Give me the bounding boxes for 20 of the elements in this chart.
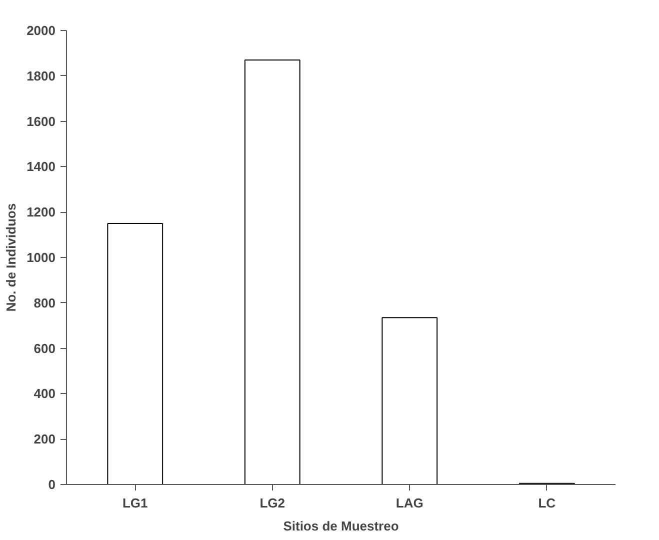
y-tick-label: 1600 [26, 114, 56, 129]
bar [244, 60, 300, 484]
bar [382, 317, 438, 484]
y-tick-label: 800 [34, 295, 56, 310]
y-axis-title: No. de Individuos [4, 203, 19, 312]
y-tick-label: 2000 [26, 23, 56, 38]
x-axis-title: Sitios de Muestreo [283, 518, 399, 534]
x-tick-label: LC [538, 496, 556, 510]
x-tick-label: LG2 [260, 496, 286, 510]
x-tick-label: LAG [396, 496, 424, 510]
y-tick-label: 400 [34, 386, 56, 402]
bar [107, 222, 164, 484]
y-tick-label: 200 [34, 432, 56, 447]
y-tick-label: 1000 [26, 250, 56, 265]
y-tick-label: 0 [48, 477, 56, 492]
y-tick-label: 1800 [26, 68, 56, 84]
y-tick-label: 600 [34, 340, 56, 356]
x-tick-label: LG1 [122, 496, 148, 510]
y-tick-label: 1200 [26, 204, 56, 220]
y-tick-label: 1400 [26, 159, 56, 174]
